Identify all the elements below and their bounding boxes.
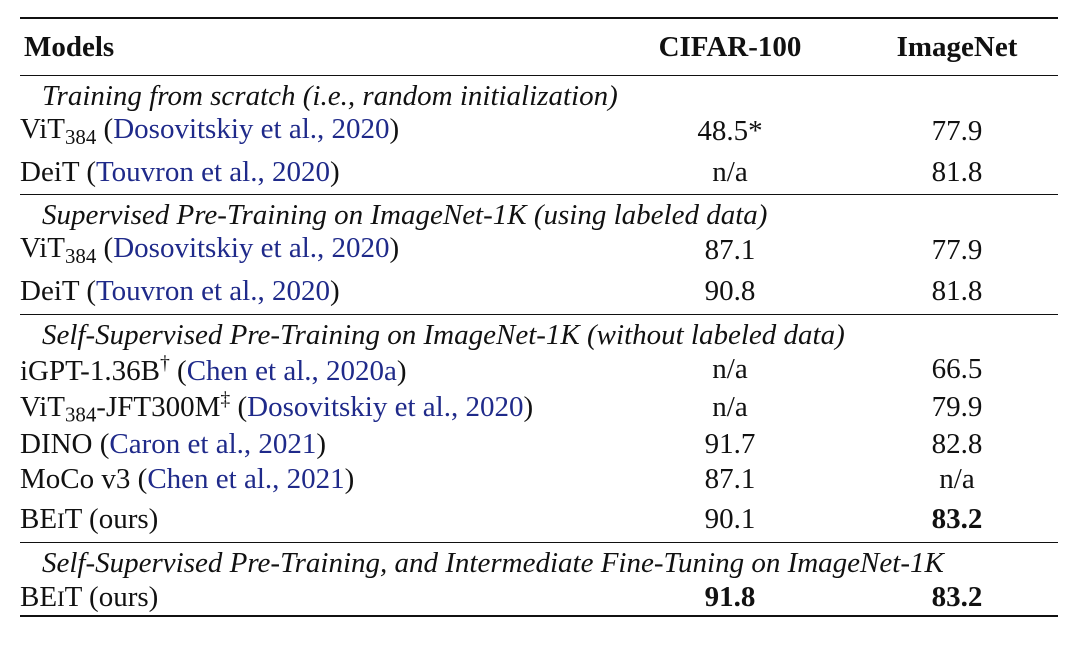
citation-link[interactable]: Chen et al., 2021 [147,463,345,496]
citation-link[interactable]: Caron et al., 2021 [109,428,317,461]
citation-link[interactable]: Dosovitskiy et al., 2020 [247,390,524,423]
model-cell: ViT384-JFT300M‡ (Dosovitskiy et al., 202… [20,387,534,427]
model-name: ViT [20,390,65,423]
model-name-suffix: T (ours) [64,502,159,535]
model-name: iGPT-1.36B [20,354,160,387]
model-cell: DINO (Caron et al., 2021) [20,428,327,461]
model-name: DeiT [20,274,80,307]
model-cell: ViT384 (Dosovitskiy et al., 2020) [20,232,400,269]
model-footnote-mark: ‡ [220,387,231,410]
imagenet-cell: n/a [939,463,975,496]
model-subscript: 384 [64,124,97,149]
group-title-row: Self-Supervised Pre-Training, and Interm… [20,542,1058,580]
citation-link[interactable]: Touvron et al., 2020 [95,274,330,307]
header-row: Models CIFAR-100 ImageNet [20,18,1058,76]
cifar100-cell: 91.7 [704,428,756,461]
imagenet-cell: 82.8 [931,428,983,461]
table-row: DeiT (Touvron et al., 2020) 90.8 81.8 [20,269,1058,314]
imagenet-cell: 83.2 [931,502,983,535]
table-body: Training from scratch (i.e., random init… [20,76,1058,616]
model-name-suffix: -JFT300M [96,390,221,423]
citation-link[interactable]: Dosovitskiy et al., 2020 [113,113,390,145]
group-title: Self-Supervised Pre-Training, and Interm… [42,546,944,579]
model-name: DINO [20,428,93,461]
header-imagenet: ImageNet [896,30,1018,63]
model-subscript: 384 [64,244,97,269]
model-subscript: 384 [64,402,97,427]
imagenet-cell: 81.8 [931,274,983,307]
table-row: ViT384-JFT300M‡ (Dosovitskiy et al., 202… [20,388,1058,428]
model-name: DeiT [20,155,80,188]
model-name: BE [20,580,58,613]
citation-link[interactable]: Chen et al., 2020a [186,354,397,387]
model-cell: DeiT (Touvron et al., 2020) [20,155,340,188]
imagenet-cell: 81.8 [931,155,983,188]
model-cell: BEIT (ours) [20,580,604,616]
cifar100-cell: 87.1 [704,463,756,496]
model-name: ViT [20,113,65,145]
citation-link[interactable]: Touvron et al., 2020 [95,155,330,188]
citation-link[interactable]: Dosovitskiy et al., 2020 [113,232,390,265]
results-table: Models CIFAR-100 ImageNet Training from … [20,17,1058,617]
table-row: MoCo v3 (Chen et al., 2021) 87.1 n/a [20,462,1058,497]
model-name-suffix: T (ours) [64,580,159,613]
imagenet-cell: 79.9 [931,390,983,423]
model-name-smallcaps: I [57,507,65,533]
model-cell: iGPT-1.36B† (Chen et al., 2020a) [20,351,407,387]
header-models: Models [24,30,115,63]
group-title: Self-Supervised Pre-Training on ImageNet… [42,318,845,351]
group-title-row: Self-Supervised Pre-Training on ImageNet… [20,314,1058,352]
imagenet-cell: 83.2 [931,580,983,613]
group-title: Supervised Pre-Training on ImageNet-1K (… [42,199,768,232]
model-name: BE [20,502,58,535]
table-row: BEIT (ours) 90.1 83.2 [20,497,1058,542]
group-title-row: Training from scratch (i.e., random init… [20,76,1058,114]
model-name: MoCo v3 [20,463,131,496]
cifar100-cell: n/a [712,390,748,423]
model-footnote-mark: † [159,351,170,374]
cifar100-cell: 87.1 [704,234,756,267]
cifar100-cell: 90.1 [704,502,756,535]
header-cifar100: CIFAR-100 [658,30,802,63]
model-cell: BEIT (ours) [20,497,604,542]
model-name-smallcaps: I [57,585,65,611]
model-name: ViT [20,232,65,265]
cifar100-cell: n/a [712,155,748,188]
cifar100-cell: 91.8 [704,580,756,613]
model-cell: ViT384 (Dosovitskiy et al., 2020) [20,113,400,149]
group-title-row: Supervised Pre-Training on ImageNet-1K (… [20,194,1058,233]
cifar100-cell: 90.8 [704,274,756,307]
group-title: Training from scratch (i.e., random init… [42,80,618,112]
model-cell: MoCo v3 (Chen et al., 2021) [20,463,355,496]
table-row: DINO (Caron et al., 2021) 91.7 82.8 [20,427,1058,462]
table-row: ViT384 (Dosovitskiy et al., 2020) 48.5* 77… [20,113,1058,150]
model-cell: DeiT (Touvron et al., 2020) [20,274,340,307]
imagenet-cell: 77.9 [931,234,983,267]
table-row: ViT384 (Dosovitskiy et al., 2020) 87.1 77.… [20,232,1058,269]
table-row: BEIT (ours) 91.8 83.2 [20,580,1058,616]
imagenet-cell: 66.5 [931,353,983,386]
cifar100-cell: n/a [712,353,748,386]
table-row: iGPT-1.36B† (Chen et al., 2020a) n/a 66.5 [20,352,1058,388]
table-row: DeiT (Touvron et al., 2020) n/a 81.8 [20,150,1058,195]
imagenet-cell: 77.9 [931,114,983,147]
cifar100-cell: 48.5* [697,114,763,147]
